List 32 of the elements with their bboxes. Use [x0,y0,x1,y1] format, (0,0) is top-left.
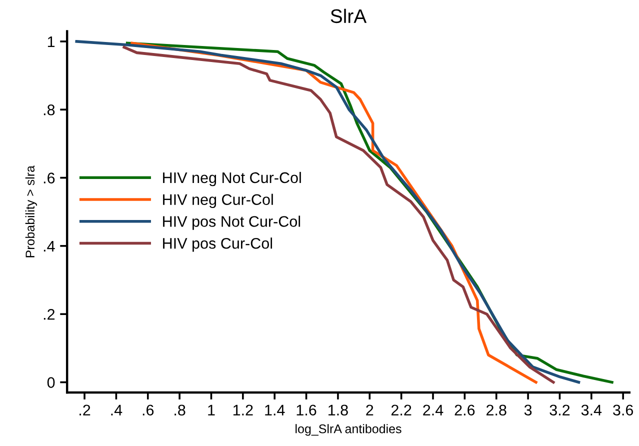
line-series [75,40,580,384]
x-tick-label: 2.8 [486,404,506,416]
x-tick-label: 1.8 [328,404,348,416]
x-tick-label: 1 [208,404,215,416]
y-axis-title: Probability > slra [25,165,37,258]
y-tick-label: .2 [44,308,55,320]
x-tick-label: 1.4 [265,404,285,416]
x-tick-label: 3.6 [613,404,634,416]
y-tick-label: .4 [44,240,55,252]
y-tick-label: 0 [47,377,55,388]
x-tick-label: 2.6 [454,404,475,416]
x-tick-label: .2 [80,404,90,416]
x-tick-label: 1.6 [296,404,316,416]
x-tick-label: 2.2 [391,404,412,416]
x-tick-label: 2 [366,404,374,416]
y-tick-label: 1 [48,36,55,47]
legend-label: HIV neg Cur-Col [163,194,273,208]
x-tick-label: 1.2 [233,404,253,416]
y-tick-label: .6 [44,172,55,184]
x-tick-label: 3.4 [581,404,602,416]
x-tick-label: 3 [524,404,532,416]
x-tick-label: 3.2 [550,404,570,416]
x-tick-label: .8 [174,404,186,416]
chart-title: SlrA [330,8,367,24]
x-tick-label: 2.4 [423,404,444,416]
x-tick-label: .6 [142,404,154,416]
y-tick-label: .8 [44,104,55,116]
legend-label: HIV neg Not Cur-Col [163,172,301,186]
legend-label: HIV pos Cur-Col [163,238,272,252]
x-axis-title: log_SlrA antibodies [296,424,402,436]
legend-label: HIV pos Not Cur-Col [163,216,300,230]
x-tick-label: .4 [111,404,122,416]
